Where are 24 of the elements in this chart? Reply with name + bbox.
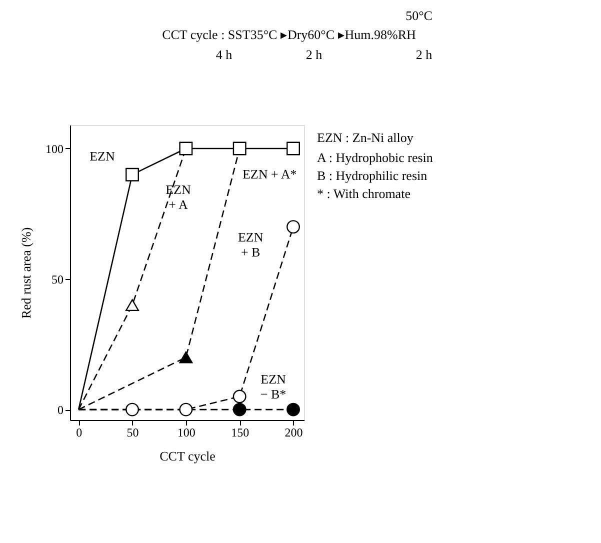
- text: B : Hydrophilic resin: [317, 168, 428, 183]
- text: 4 h: [216, 47, 233, 62]
- text: CCT cycle : SST35°C ▸Dry60°C ▸Hum.98%RH: [162, 27, 416, 42]
- text: EZN : Zn-Ni alloy: [317, 130, 414, 145]
- y-tick-label: 50: [52, 272, 64, 287]
- series-label: EZN + A*: [242, 166, 297, 182]
- y-axis-title: Red rust area (%): [18, 227, 34, 319]
- text: 50°C: [406, 8, 432, 23]
- x-axis-title: CCT cycle: [160, 448, 216, 464]
- x-tick-label: 100: [177, 426, 196, 440]
- y-tick-label: 100: [46, 142, 64, 156]
- text: 2 h: [416, 47, 433, 62]
- text: * : With chromate: [317, 186, 411, 201]
- series-label: EZN + A: [166, 182, 192, 212]
- text: A : Hydrophobic resin: [317, 150, 434, 165]
- x-tick-label: 200: [284, 426, 303, 440]
- x-tick-label: 150: [231, 426, 250, 440]
- text: 2 h: [306, 47, 323, 62]
- x-tick-label: 50: [126, 426, 139, 440]
- series-label: EZN − B*: [260, 372, 287, 402]
- x-tick-label: 0: [76, 426, 82, 440]
- legend-label: EZN: [90, 148, 116, 164]
- y-tick-label: 0: [58, 403, 64, 418]
- series-label: EZN + B: [238, 230, 264, 260]
